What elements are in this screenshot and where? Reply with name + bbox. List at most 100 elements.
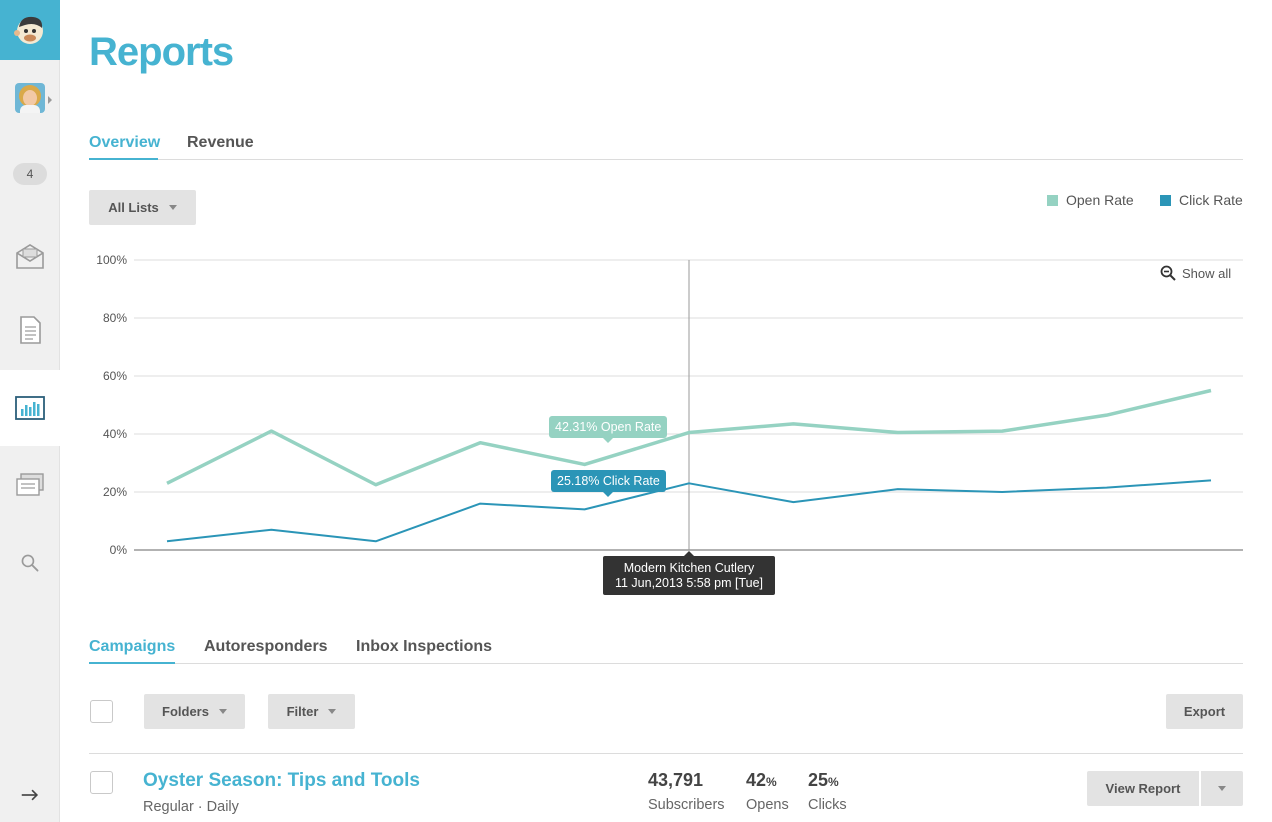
filter-dropdown[interactable]: Filter <box>268 694 355 729</box>
tab-overview[interactable]: Overview <box>89 130 160 160</box>
bar-chart-icon <box>15 396 45 420</box>
chevron-down-icon <box>1218 786 1226 791</box>
y-tick-label: 40% <box>103 427 127 441</box>
subscribers-count: 43,791 <box>648 770 704 790</box>
zoom-out-icon <box>1160 265 1176 281</box>
y-tick-label: 100% <box>96 253 127 267</box>
open-rate-point[interactable] <box>161 477 173 489</box>
clicks-stat: 25% Clicks <box>808 770 847 813</box>
open-rate-point[interactable] <box>370 479 382 491</box>
open-rate-tooltip: 42.31% Open Rate <box>549 416 668 443</box>
open-rate-point[interactable] <box>996 425 1008 437</box>
legend-open-rate: Open Rate <box>1047 192 1134 208</box>
report-tabs: Overview Revenue <box>89 130 1243 160</box>
tab-campaigns[interactable]: Campaigns <box>89 634 175 664</box>
open-rate-point[interactable] <box>265 425 277 437</box>
open-rate-point[interactable] <box>474 437 486 449</box>
campaign-tabs: Campaigns Autoresponders Inbox Inspectio… <box>89 634 1243 664</box>
chevron-down-icon <box>328 709 337 714</box>
document-icon <box>20 316 41 344</box>
click-rate-point[interactable] <box>579 503 591 515</box>
badge-count: 4 <box>13 163 47 185</box>
click-rate-point[interactable] <box>265 524 277 536</box>
y-tick-label: 80% <box>103 311 127 325</box>
filter-label: Filter <box>286 704 319 719</box>
click-rate-tooltip: 25.18% Click Rate <box>551 470 666 497</box>
click-rate-point[interactable] <box>892 483 904 495</box>
divider <box>89 753 1243 754</box>
subscribers-label: Subscribers <box>648 797 725 813</box>
open-rate-point[interactable] <box>579 458 591 470</box>
chevron-right-icon <box>48 96 52 104</box>
avatar <box>15 83 45 113</box>
envelope-icon <box>16 244 44 269</box>
click-rate-point[interactable] <box>1101 482 1113 494</box>
clicks-value: 25 <box>808 770 829 790</box>
collapse-sidebar-button[interactable] <box>0 770 60 820</box>
y-tick-label: 60% <box>103 369 127 383</box>
opens-percent-sign: % <box>766 775 777 789</box>
open-rate-point[interactable] <box>1205 385 1217 397</box>
click-rate-swatch <box>1160 194 1171 206</box>
campaign-row-checkbox[interactable] <box>90 771 113 794</box>
export-button[interactable]: Export <box>1166 694 1243 729</box>
rates-line-chart: 100% 80% 60% 40% 20% 0% <box>96 253 1243 557</box>
search-nav[interactable] <box>0 538 60 588</box>
templates-nav[interactable] <box>0 305 60 355</box>
all-lists-dropdown[interactable]: All Lists <box>89 190 196 225</box>
lists-icon <box>16 473 44 496</box>
opens-value: 42 <box>746 770 767 790</box>
chimp-logo-icon[interactable] <box>0 0 60 60</box>
tooltip-campaign-name: Modern Kitchen Cutlery <box>623 561 755 575</box>
legend-click-rate: Click Rate <box>1160 192 1243 208</box>
folders-dropdown[interactable]: Folders <box>144 694 245 729</box>
reports-nav[interactable] <box>0 370 60 446</box>
campaign-subtitle: Regular · Daily <box>143 799 239 815</box>
open-rate-point[interactable] <box>892 427 904 439</box>
arrow-right-icon <box>21 789 39 801</box>
open-rate-point[interactable] <box>1101 409 1113 421</box>
view-report-split-button: View Report <box>1087 771 1243 806</box>
tab-revenue[interactable]: Revenue <box>187 134 254 151</box>
y-tick-label: 0% <box>110 543 128 557</box>
tooltip-date: 11 Jun,2013 5:58 pm [Tue] <box>614 576 764 590</box>
clicks-percent-sign: % <box>828 775 839 789</box>
subscribers-stat: 43,791 Subscribers <box>648 770 725 813</box>
click-rate-point[interactable] <box>370 535 382 547</box>
chevron-down-icon <box>218 709 227 714</box>
open-rate-point[interactable] <box>787 418 799 430</box>
open-rate-point[interactable] <box>683 427 695 439</box>
click-rate-point[interactable] <box>474 498 486 510</box>
user-avatar-menu[interactable] <box>0 78 60 118</box>
click-rate-point[interactable] <box>161 535 173 547</box>
notifications-badge[interactable]: 4 <box>0 162 60 186</box>
open-rate-swatch <box>1047 194 1058 206</box>
select-all-checkbox[interactable] <box>90 700 113 723</box>
legend-click-label: Click Rate <box>1179 192 1243 208</box>
show-all-label: Show all <box>1182 265 1232 281</box>
campaign-tooltip: Modern Kitchen Cutlery 11 Jun,2013 5:58 … <box>603 551 775 595</box>
show-all-button[interactable]: Show all <box>1160 265 1231 281</box>
opens-stat: 42% Opens <box>746 770 789 813</box>
click-rate-point[interactable] <box>683 477 695 489</box>
click-rate-point[interactable] <box>787 496 799 508</box>
lists-nav[interactable] <box>0 460 60 510</box>
y-tick-label: 20% <box>103 485 127 499</box>
view-report-button[interactable]: View Report <box>1087 771 1199 806</box>
clicks-label: Clicks <box>808 797 847 813</box>
campaign-title-link[interactable]: Oyster Season: Tips and Tools <box>143 770 420 791</box>
click-rate-point[interactable] <box>996 486 1008 498</box>
chevron-down-icon <box>168 205 177 210</box>
search-icon <box>21 554 39 572</box>
page-title: Reports <box>89 30 234 74</box>
campaigns-nav[interactable] <box>0 231 60 281</box>
tab-autoresponders[interactable]: Autoresponders <box>204 638 328 655</box>
tab-inbox-inspections[interactable]: Inbox Inspections <box>356 638 493 655</box>
legend-open-label: Open Rate <box>1066 192 1134 208</box>
opens-label: Opens <box>746 797 789 813</box>
click-rate-point[interactable] <box>1205 474 1217 486</box>
all-lists-label: All Lists <box>108 200 159 215</box>
view-report-menu-button[interactable] <box>1201 771 1243 806</box>
open-rate-line <box>166 388 1212 487</box>
folders-label: Folders <box>162 704 209 719</box>
